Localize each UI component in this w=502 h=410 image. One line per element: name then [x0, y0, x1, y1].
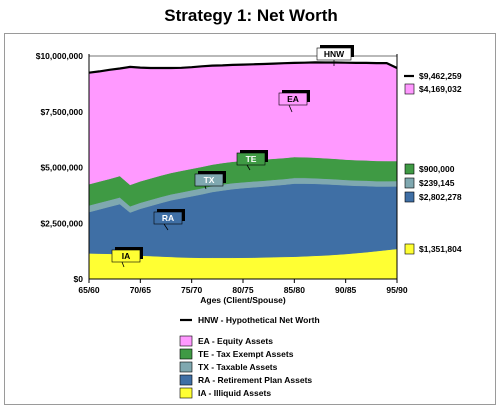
x-tick-label: 80/75 [232, 285, 254, 295]
callout-te-box [236, 152, 266, 166]
legend-label: RA - Retirement Plan Assets [198, 375, 312, 385]
legend-hnw-label: HNW - Hypothetical Net Worth [198, 315, 320, 325]
callout-tx-pointer [204, 185, 207, 190]
x-tick-label: 65/60 [78, 285, 100, 295]
callout-ea-box [278, 92, 308, 106]
chart-frame [4, 33, 496, 405]
callout-ia-pointer [121, 261, 125, 268]
callout-ra-label: RA [162, 213, 174, 223]
x-tick-label: 75/70 [181, 285, 203, 295]
legend-swatch [179, 348, 193, 360]
legend-label: IA - Illiquid Assets [198, 388, 271, 398]
legend-swatch [179, 387, 193, 399]
x-tick-label: 90/85 [335, 285, 357, 295]
callout-ea-pointer [288, 104, 293, 113]
legend-label: TE - Tax Exempt Assets [198, 349, 294, 359]
callout-te-label: TE [246, 154, 257, 164]
end-ea-value: $4,169,032 [419, 84, 462, 94]
x-tick-label: 95/90 [386, 285, 408, 295]
end-te-value: $900,000 [419, 164, 455, 174]
end-ia-value: $1,351,804 [419, 244, 462, 254]
legend-swatch [179, 335, 193, 347]
end-te-swatch [404, 163, 415, 175]
callout-ia-box [111, 249, 141, 263]
callout-ia-label: IA [122, 251, 131, 261]
end-hnw-value: $9,462,259 [419, 71, 462, 81]
callout-te-pointer [246, 164, 251, 171]
y-tick-label: $10,000,000 [36, 51, 84, 61]
callout-tx-label: TX [204, 175, 215, 185]
callout-tx-box [194, 173, 224, 187]
y-tick-label: $5,000,000 [40, 163, 83, 173]
callout-ea-label: EA [287, 94, 299, 104]
y-tick-label: $7,500,000 [40, 107, 83, 117]
chart-title: Strategy 1: Net Worth [164, 6, 338, 25]
legend-swatch [179, 361, 193, 373]
legend-label: TX - Taxable Assets [198, 362, 278, 372]
end-ea-swatch [404, 83, 415, 95]
end-ra-value: $2,802,278 [419, 192, 462, 202]
hnw-line [88, 61, 398, 74]
end-tx-swatch [404, 177, 415, 189]
x-tick-label: 70/65 [130, 285, 152, 295]
x-axis-label: Ages (Client/Spouse) [200, 295, 286, 305]
y-tick-label: $2,500,000 [40, 218, 83, 228]
callout-hnw-label: HNW [324, 49, 345, 59]
end-tx-value: $239,145 [419, 178, 455, 188]
callout-ra-pointer [163, 223, 169, 231]
end-ra-swatch [404, 191, 415, 203]
y-tick-label: $0 [74, 274, 84, 284]
callout-ra-box [153, 211, 183, 225]
legend-swatch [179, 374, 193, 386]
x-tick-label: 85/80 [284, 285, 306, 295]
end-ia-swatch [404, 243, 415, 255]
legend-label: EA - Equity Assets [198, 336, 273, 346]
